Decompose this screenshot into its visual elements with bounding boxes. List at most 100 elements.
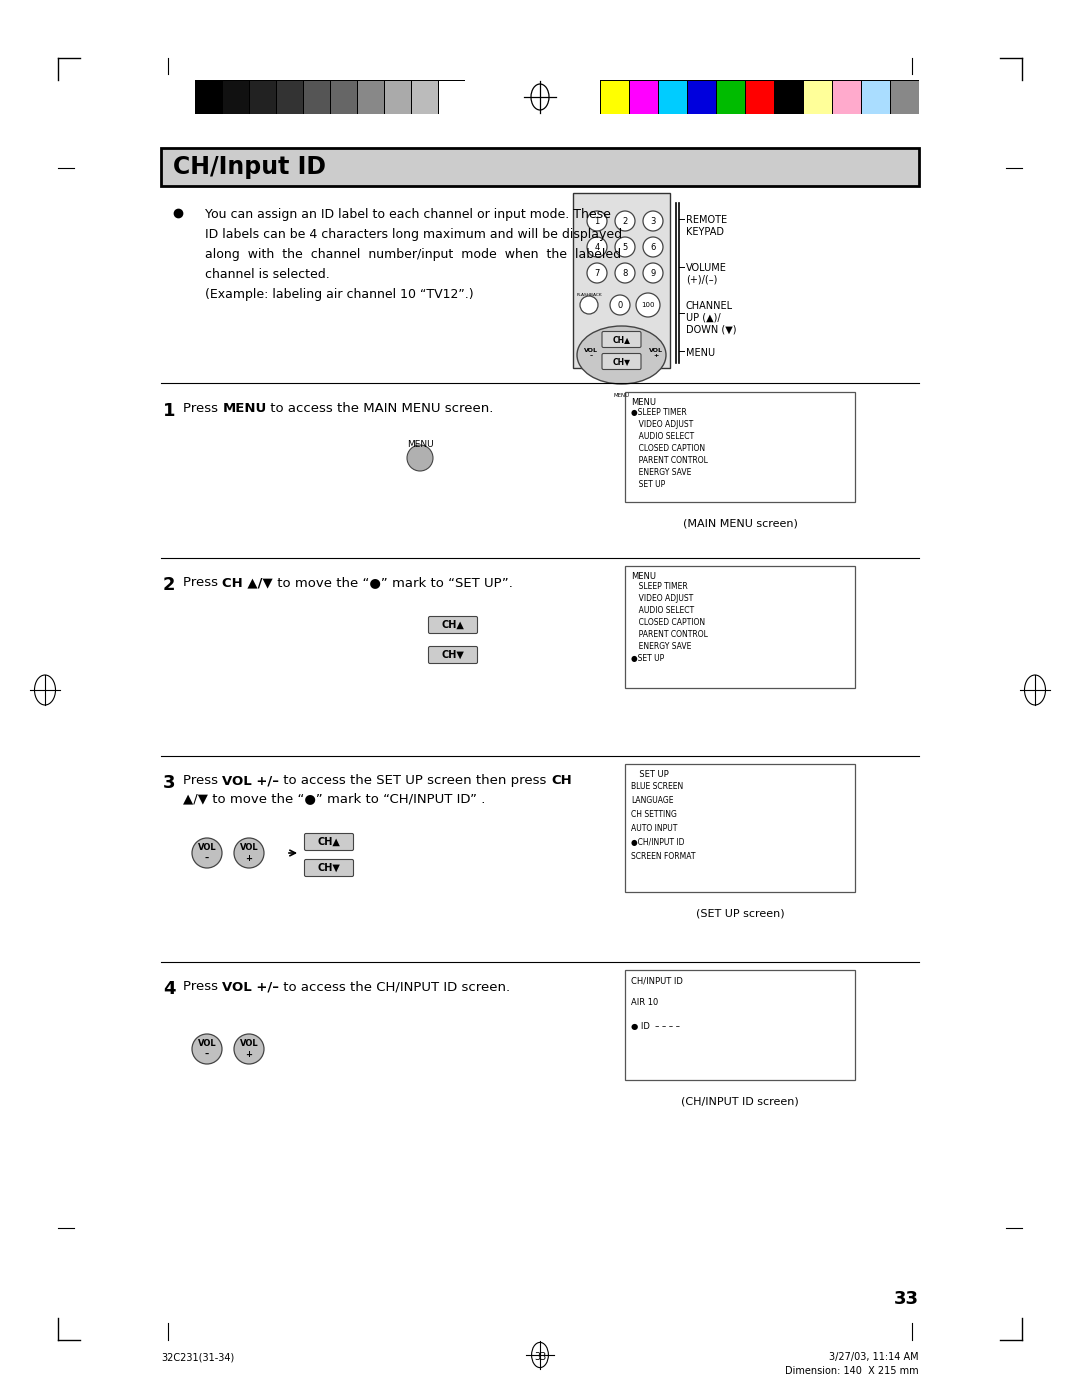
Circle shape (643, 237, 663, 257)
Circle shape (615, 263, 635, 284)
Text: You can assign an ID label to each channel or input mode. These: You can assign an ID label to each chann… (205, 208, 611, 221)
Text: PARENT CONTROL: PARENT CONTROL (631, 630, 707, 638)
Text: 33: 33 (894, 1289, 919, 1308)
Text: VOL +/–: VOL +/– (222, 774, 280, 787)
Text: VIDEO ADJUST: VIDEO ADJUST (631, 420, 693, 429)
Text: MENU: MENU (222, 402, 267, 415)
Text: MENU: MENU (631, 571, 656, 581)
Text: VOL
–: VOL – (198, 844, 216, 863)
Text: AUDIO SELECT: AUDIO SELECT (631, 606, 694, 615)
Text: CH▼: CH▼ (442, 650, 464, 659)
Text: Dimension: 140  X 215 mm: Dimension: 140 X 215 mm (785, 1366, 919, 1376)
Text: CH/INPUT ID: CH/INPUT ID (631, 977, 683, 985)
Text: 8: 8 (622, 268, 627, 278)
Text: Press: Press (183, 402, 222, 415)
Text: CH▲: CH▲ (318, 837, 340, 847)
Text: 3: 3 (650, 217, 656, 225)
Text: CH▲: CH▲ (442, 620, 464, 630)
Bar (249, 81, 275, 113)
Text: 7: 7 (594, 268, 599, 278)
Circle shape (643, 263, 663, 284)
FancyBboxPatch shape (602, 331, 642, 348)
FancyBboxPatch shape (305, 834, 353, 851)
Bar (195, 81, 221, 113)
Text: 2: 2 (622, 217, 627, 225)
Text: AUTO INPUT: AUTO INPUT (631, 824, 677, 833)
Text: SCREEN FORMAT: SCREEN FORMAT (631, 852, 696, 861)
Text: (Example: labeling air channel 10 “TV12”.): (Example: labeling air channel 10 “TV12”… (205, 288, 474, 300)
Text: FLASHBACK: FLASHBACK (577, 293, 603, 298)
Text: ●SET UP: ●SET UP (631, 654, 664, 664)
Bar (659, 81, 687, 113)
Text: VOL
+: VOL + (649, 348, 663, 359)
FancyBboxPatch shape (305, 859, 353, 876)
Bar (276, 81, 302, 113)
Text: 4: 4 (594, 243, 599, 251)
Text: Press: Press (183, 774, 222, 787)
Text: CH/Input ID: CH/Input ID (173, 155, 326, 179)
Text: VOL
–: VOL – (584, 348, 598, 359)
Text: 1: 1 (163, 402, 175, 420)
Text: CH ▲/▼: CH ▲/▼ (222, 576, 273, 590)
Circle shape (588, 237, 607, 257)
Bar (330, 81, 356, 113)
Text: ●SLEEP TIMER: ●SLEEP TIMER (631, 408, 687, 416)
Circle shape (580, 296, 598, 314)
Bar (862, 81, 890, 113)
Text: 1: 1 (594, 217, 599, 225)
Text: LANGUAGE: LANGUAGE (631, 796, 674, 805)
Bar (625, 970, 855, 1080)
Text: CH▼: CH▼ (318, 863, 340, 873)
Bar (411, 81, 437, 113)
Text: to access the CH/INPUT ID screen.: to access the CH/INPUT ID screen. (280, 981, 511, 993)
Bar (303, 81, 329, 113)
Text: VOL
+: VOL + (240, 1039, 258, 1059)
Bar (833, 81, 861, 113)
Bar (625, 764, 855, 893)
Text: CHANNEL
UP (▲)/
DOWN (▼): CHANNEL UP (▲)/ DOWN (▼) (686, 300, 737, 334)
Text: 4: 4 (163, 981, 175, 997)
Text: to access the SET UP screen then press: to access the SET UP screen then press (280, 774, 551, 787)
Text: VOL
+: VOL + (240, 844, 258, 863)
Text: MENU: MENU (686, 348, 715, 358)
Text: 6: 6 (650, 243, 656, 251)
Text: VOL +/–: VOL +/– (222, 981, 280, 993)
Ellipse shape (234, 1034, 264, 1065)
FancyBboxPatch shape (429, 616, 477, 633)
Circle shape (407, 446, 433, 471)
Text: MENU: MENU (613, 393, 630, 398)
Bar (625, 566, 855, 687)
Bar (573, 193, 670, 367)
Text: 100: 100 (642, 302, 654, 307)
Text: (CH/INPUT ID screen): (CH/INPUT ID screen) (681, 1097, 799, 1106)
Circle shape (615, 211, 635, 231)
FancyBboxPatch shape (429, 647, 477, 664)
Text: (SET UP screen): (SET UP screen) (696, 908, 784, 918)
Text: CLOSED CAPTION: CLOSED CAPTION (631, 617, 705, 627)
Bar (745, 81, 773, 113)
Text: 9: 9 (650, 268, 656, 278)
FancyBboxPatch shape (602, 353, 642, 369)
Text: VOLUME
(+)/(–): VOLUME (+)/(–) (686, 263, 727, 285)
Bar (384, 81, 410, 113)
Bar (438, 81, 464, 113)
Text: CH: CH (551, 774, 571, 787)
Circle shape (636, 293, 660, 317)
Circle shape (588, 263, 607, 284)
Text: along  with  the  channel  number/input  mode  when  the  labeled: along with the channel number/input mode… (205, 249, 621, 261)
Text: CLOSED CAPTION: CLOSED CAPTION (631, 444, 705, 453)
Text: 3: 3 (163, 774, 175, 792)
Bar (716, 81, 744, 113)
Bar (600, 81, 629, 113)
Text: BLUE SCREEN: BLUE SCREEN (631, 782, 684, 791)
Text: AUDIO SELECT: AUDIO SELECT (631, 432, 694, 441)
Text: to access the MAIN MENU screen.: to access the MAIN MENU screen. (267, 402, 494, 415)
Text: ▲/▼ to move the “●” mark to “CH/INPUT ID” .: ▲/▼ to move the “●” mark to “CH/INPUT ID… (183, 792, 485, 805)
Text: SLEEP TIMER: SLEEP TIMER (631, 583, 688, 591)
Text: AIR 10: AIR 10 (631, 997, 658, 1007)
Bar (357, 81, 383, 113)
Ellipse shape (192, 838, 222, 868)
Text: CH SETTING: CH SETTING (631, 810, 677, 819)
Text: 0: 0 (618, 300, 623, 310)
Text: MENU: MENU (631, 398, 656, 407)
